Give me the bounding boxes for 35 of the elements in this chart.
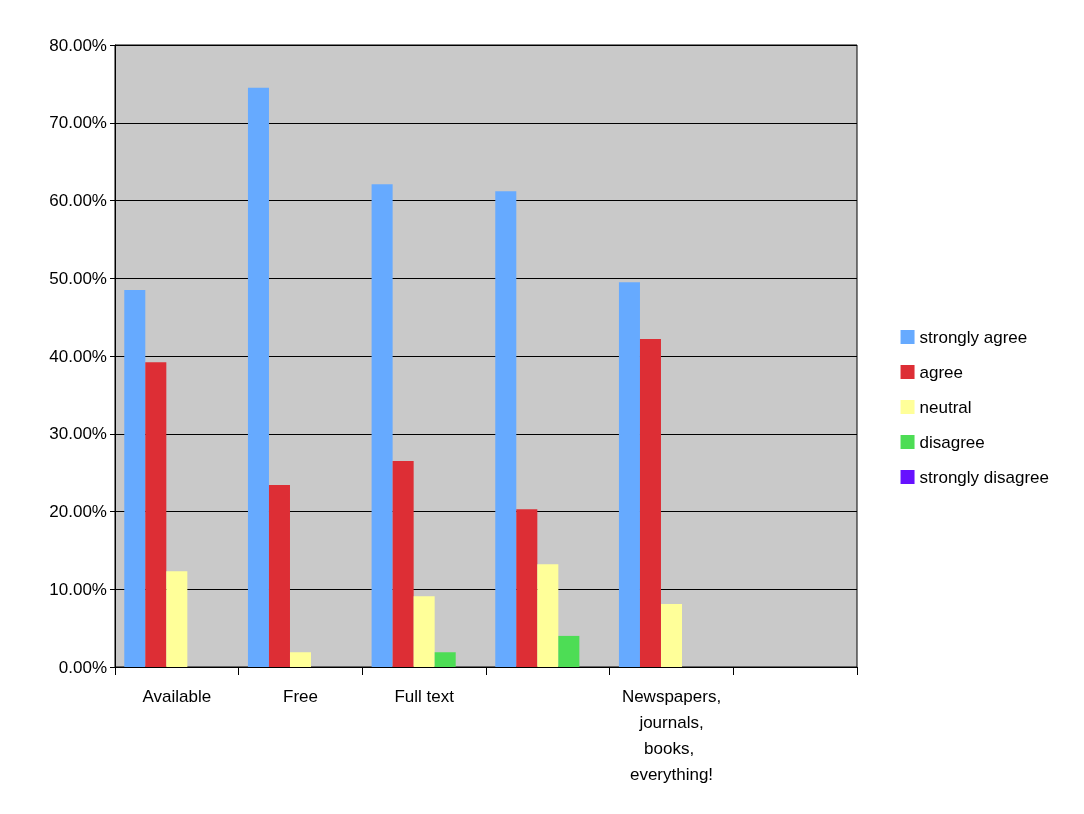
- bar: [537, 564, 559, 667]
- bar: [247, 87, 269, 667]
- y-tick-label: 50.00%: [49, 268, 107, 288]
- legend-label: neutral: [919, 397, 972, 417]
- y-tick-label: 10.00%: [49, 579, 107, 599]
- bar: [495, 191, 517, 667]
- bar: [124, 289, 146, 667]
- x-tick-label: Available: [142, 686, 212, 706]
- bar: [660, 604, 683, 667]
- x-tick-label: Newspapers, journals, books, everything!: [621, 686, 722, 784]
- legend-label: agree: [919, 362, 964, 382]
- y-tick-label: 80.00%: [49, 35, 107, 55]
- bar: [639, 338, 661, 667]
- bar: [618, 282, 640, 667]
- bar: [516, 509, 538, 667]
- x-tick-label: Free: [283, 686, 318, 706]
- bar: [145, 362, 167, 667]
- bar: [558, 635, 580, 667]
- y-tick-label: 60.00%: [49, 191, 107, 210]
- y-tick-label: 70.00%: [49, 113, 107, 133]
- y-tick-label: 30.00%: [49, 424, 107, 444]
- bar: [268, 485, 290, 667]
- bar: [413, 596, 435, 667]
- y-tick-label: 20.00%: [49, 502, 107, 521]
- legend-label: strongly disagree: [919, 467, 1050, 487]
- y-tick-label: 0.00%: [58, 657, 107, 677]
- x-tick-label: Full text: [394, 686, 455, 706]
- y-tick-label: 40.00%: [49, 346, 107, 366]
- bar: [392, 460, 414, 667]
- bar: [289, 652, 312, 667]
- bar: [434, 652, 456, 667]
- legend-label: disagree: [919, 432, 985, 452]
- bar: [371, 184, 393, 667]
- legend-label: strongly agree: [919, 327, 1028, 347]
- bar: [166, 571, 188, 667]
